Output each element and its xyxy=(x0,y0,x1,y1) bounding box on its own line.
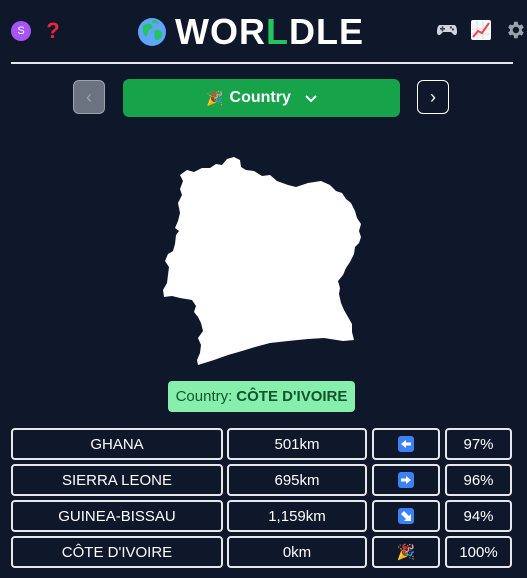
arrow-left-icon xyxy=(398,436,414,452)
header-left: S ? xyxy=(11,20,63,42)
title-part-2: L xyxy=(265,11,289,52)
answer-value: CÔTE D'IVOIRE xyxy=(236,388,348,405)
avatar[interactable]: S xyxy=(11,21,31,41)
logo: WORLDLE xyxy=(137,12,364,52)
title-part-3: DLE xyxy=(288,11,364,52)
guess-distance: 0km xyxy=(227,536,367,568)
guess-name: SIERRA LEONE xyxy=(11,464,223,496)
guess-list: GHANA 501km 97% SIERRA LEONE 695km 96% G… xyxy=(11,428,513,572)
guess-row-3: GUINEA-BISSAU 1,159km 94% xyxy=(11,500,513,532)
guess-percent: 94% xyxy=(445,500,512,532)
gear-icon[interactable] xyxy=(504,19,526,41)
guess-percent: 97% xyxy=(445,428,512,460)
answer-prefix: Country: xyxy=(175,388,233,405)
controller-icon[interactable] xyxy=(436,19,458,41)
globe-icon xyxy=(138,18,166,46)
app-title: WORLDLE xyxy=(175,12,364,52)
guess-row-2: SIERRA LEONE 695km 96% xyxy=(11,464,513,496)
arrow-down-right-icon xyxy=(398,508,414,524)
guess-name: CÔTE D'IVOIRE xyxy=(11,536,223,568)
header xyxy=(11,0,513,64)
title-part-1: WOR xyxy=(175,11,266,52)
guess-percent: 96% xyxy=(445,464,512,496)
guess-direction: 🎉 xyxy=(372,536,440,568)
guess-distance: 501km xyxy=(227,428,367,460)
answer-badge: Country: CÔTE D'IVOIRE xyxy=(168,381,355,412)
guess-direction xyxy=(372,428,440,460)
mode-nav: ‹ 🎉 Country › xyxy=(0,79,527,117)
header-right xyxy=(436,19,526,41)
chart-icon[interactable] xyxy=(470,19,492,41)
guess-row-1: GHANA 501km 97% xyxy=(11,428,513,460)
guess-direction xyxy=(372,500,440,532)
next-button[interactable]: › xyxy=(417,80,449,114)
guess-distance: 695km xyxy=(227,464,367,496)
mode-select[interactable]: 🎉 Country xyxy=(123,79,400,117)
guess-row-4: CÔTE D'IVOIRE 0km 🎉 100% xyxy=(11,536,513,568)
guess-name: GHANA xyxy=(11,428,223,460)
party-icon: 🎉 xyxy=(206,89,224,106)
arrow-right-icon xyxy=(398,472,414,488)
mode-label: Country xyxy=(229,89,291,106)
previous-button[interactable]: ‹ xyxy=(73,80,105,114)
help-icon[interactable]: ? xyxy=(46,18,60,43)
country-shape xyxy=(163,157,361,365)
guess-distance: 1,159km xyxy=(227,500,367,532)
guess-direction xyxy=(372,464,440,496)
guess-percent: 100% xyxy=(445,536,512,568)
guess-name: GUINEA-BISSAU xyxy=(11,500,223,532)
party-icon: 🎉 xyxy=(396,544,416,561)
chevron-down-icon xyxy=(305,90,317,106)
